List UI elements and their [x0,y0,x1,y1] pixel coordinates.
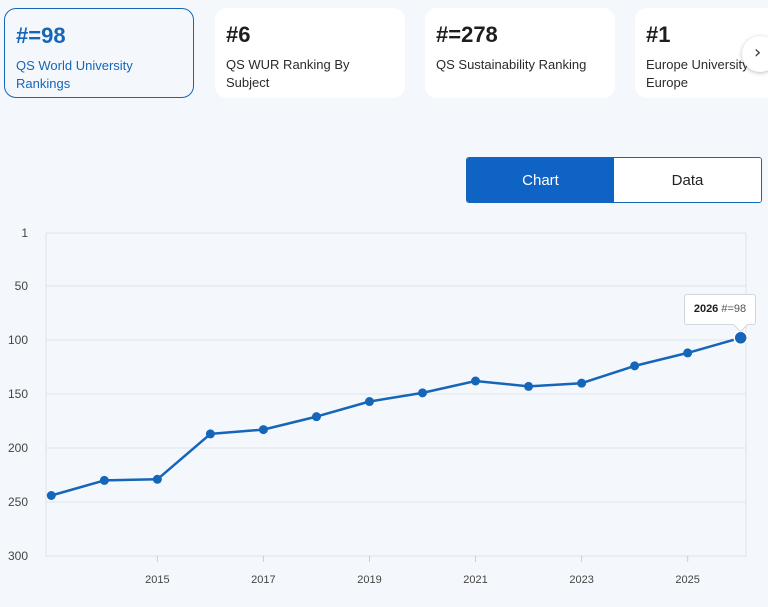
y-tick-label: 50 [15,279,29,293]
view-toggle: Chart Data [466,157,762,203]
data-point [46,491,56,501]
data-point [524,381,534,391]
x-tick-label: 2021 [463,574,487,586]
ranking-card-qs-world[interactable]: #=98 QS World University Rankings [4,8,194,98]
data-point [364,397,374,407]
data-point [258,425,268,435]
y-tick-label: 300 [8,549,28,563]
ranking-card-name: Europe University Southern Europe [646,57,768,90]
ranking-cards: #=98 QS World University Rankings #6 QS … [0,0,768,110]
x-axis-ticks: 2015 2017 2019 2021 2023 2025 [145,556,700,586]
series-line [50,336,742,497]
x-tick-label: 2019 [357,574,381,586]
chart-tooltip: 2026 #=98 [684,294,756,325]
y-tick-label: 1 [21,226,28,240]
chart-series [46,330,748,501]
highlighted-data-point [733,330,748,346]
y-tick-label: 250 [8,495,28,509]
x-tick-label: 2023 [569,574,593,586]
next-cards-button[interactable]: › [742,36,768,72]
ranking-card-sustainability[interactable]: #=278 QS Sustainability Ranking [425,8,615,98]
tooltip-rank: #=98 [721,303,747,315]
tooltip-year: 2026 [693,303,719,315]
ranking-card-name: QS Sustainability Ranking [436,57,587,72]
ranking-card-rank: #=278 [436,22,498,47]
data-point [683,348,693,358]
ranking-card-name: QS World University Rankings [16,58,133,91]
data-point [577,378,587,388]
chart-tab[interactable]: Chart [467,158,614,202]
data-point [418,388,428,398]
ranking-card-rank: #=98 [16,23,66,48]
data-tab[interactable]: Data [614,158,761,202]
data-point [205,429,215,439]
chart-gridlines [45,232,747,557]
chevron-right-icon: › [754,42,762,63]
data-point [99,475,109,485]
x-tick-label: 2025 [675,574,699,586]
data-point [471,376,481,386]
ranking-card-by-subject[interactable]: #6 QS WUR Ranking By Subject [215,8,405,98]
ranking-card-rank: #6 [226,22,251,47]
ranking-card-name: QS WUR Ranking By Subject [226,57,350,90]
y-tick-label: 100 [8,333,28,347]
y-tick-label: 200 [8,441,28,455]
y-tick-label: 150 [8,387,28,401]
data-point [311,412,321,422]
x-tick-label: 2015 [145,574,169,586]
data-point [630,361,640,371]
x-tick-label: 2017 [251,574,275,586]
data-point [152,474,162,484]
ranking-card-rank: #1 [646,22,671,47]
